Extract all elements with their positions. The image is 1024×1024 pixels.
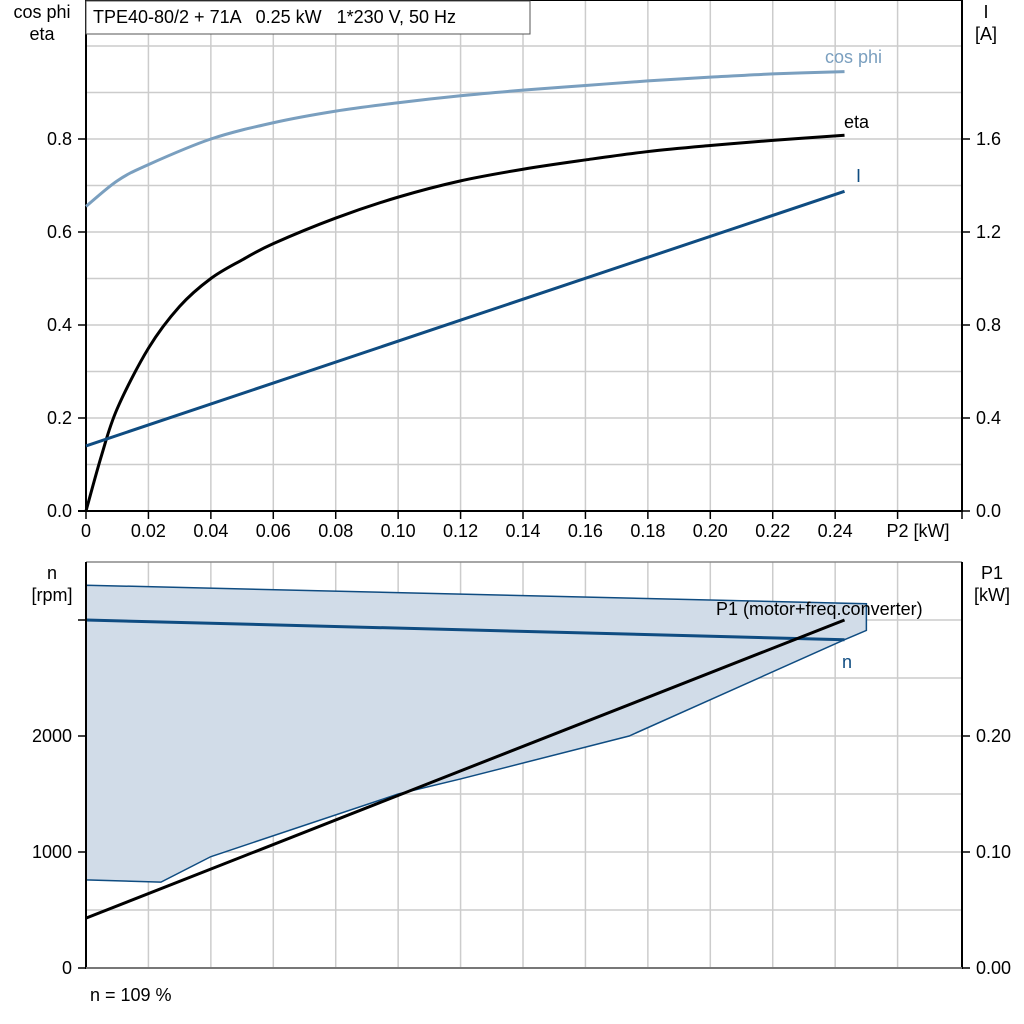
y-left-tick-label: 0.0 [47,501,72,521]
eta-label: eta [844,112,870,132]
n-label: n [842,652,852,672]
y-left-label-eta: eta [29,24,55,44]
x-tick-label: 0.20 [693,521,728,541]
i-label: I [856,166,861,186]
x-tick-label: 0 [81,521,91,541]
title-box [85,0,531,35]
y-left-label-unit-rpm: [rpm] [31,585,72,605]
x-tick-label: 0.02 [131,521,166,541]
speed-percent-note: n = 109 % [90,985,172,1005]
y-left-tick-label: 1000 [32,842,72,862]
x-tick-label: 0.12 [443,521,478,541]
y-left-tick-label: 0.8 [47,129,72,149]
top-chart-grid [86,0,962,511]
y-right-label-unit-kw: [kW] [974,585,1010,605]
y-left-tick-label: 0 [62,958,72,978]
x-tick-label: 0.04 [193,521,228,541]
p1-curve [85,618,846,920]
y-right-label-unit-a: [A] [975,24,997,44]
p1-label: P1 (motor+freq.converter) [716,599,923,619]
x-tick-label: 0.24 [818,521,853,541]
x-tick-label: 0.18 [630,521,665,541]
top-chart: 0 0.02 0.04 0.06 0.08 0.10 0.12 0.14 0.16 0.18 0.2… [13,0,1001,541]
y-right-label-i: I [983,2,988,22]
top-chart-ticks: 0 0.02 0.04 0.06 0.08 0.10 0.12 0.14 0.16 0.18 0.2… [47,129,1001,541]
chart-title: TPE40-80/2 + 71A 0.25 kW 1*230 V, 50 Hz [93,7,456,27]
cos-phi-label: cos phi [825,47,882,67]
x-tick-label: 0.22 [755,521,790,541]
x-tick-label: 0.06 [256,521,291,541]
cos-phi-curve [85,70,845,208]
bottom-chart: 0 1000 2000 0.00 0.10 0.20 n [rpm] P1 [kW] P1… [31,561,1011,1005]
current-curve [85,189,846,448]
y-right-tick-label: 0.20 [976,726,1011,746]
x-tick-label: 0.08 [318,521,353,541]
bottom-chart-ticks: 0 1000 2000 0.00 0.10 0.20 [32,619,1011,978]
y-left-tick-label: 0.6 [47,222,72,242]
x-tick-label: 0.14 [505,521,540,541]
y-left-label-n: n [47,563,57,583]
y-right-tick-label: 0.4 [976,408,1001,428]
y-right-label-p1: P1 [981,563,1003,583]
y-right-tick-label: 1.2 [976,222,1001,242]
y-left-tick-label: 2000 [32,726,72,746]
y-left-label-cos-phi: cos phi [13,2,70,22]
y-left-tick-label: 0.2 [47,408,72,428]
y-right-tick-label: 1.6 [976,129,1001,149]
speed-range-band [85,584,868,883]
y-right-tick-label: 0.00 [976,958,1011,978]
y-right-tick-label: 0.8 [976,315,1001,335]
speed-curve [85,618,845,642]
x-axis-label-p2: P2 [kW] [886,521,949,541]
x-tick-label: 0.10 [381,521,416,541]
y-right-tick-label: 0.0 [976,501,1001,521]
y-right-tick-label: 0.10 [976,842,1011,862]
eta-curve [84,133,845,512]
y-left-tick-label: 0.4 [47,315,72,335]
x-tick-label: 0.16 [568,521,603,541]
